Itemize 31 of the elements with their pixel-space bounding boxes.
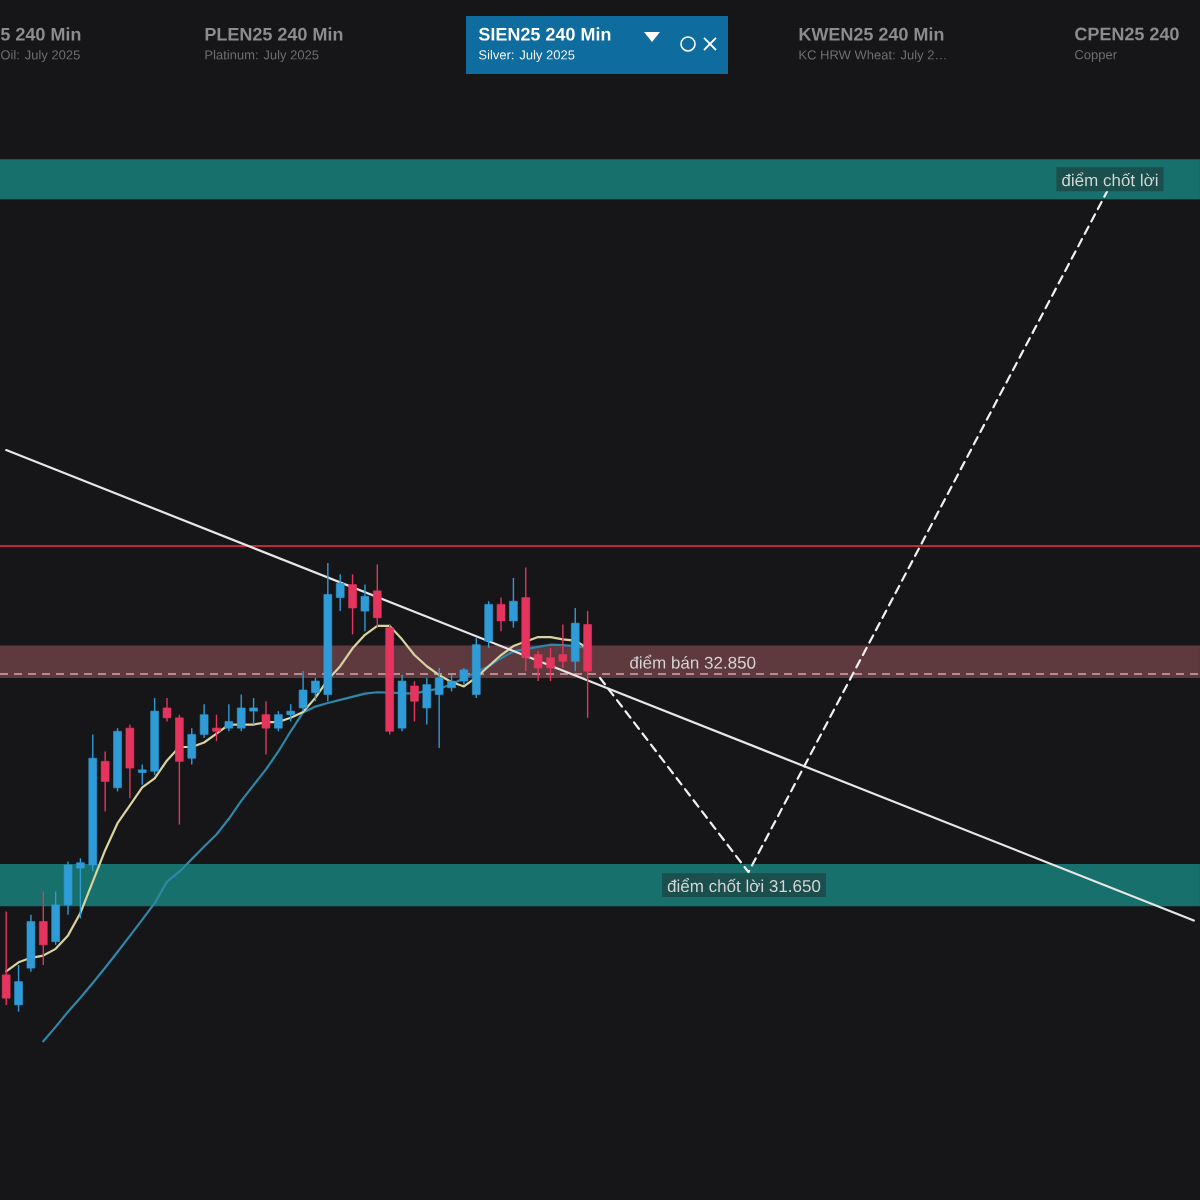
candlestick — [509, 577, 518, 629]
candlestick — [212, 713, 221, 742]
candlestick — [100, 750, 110, 813]
text: KWEN25 240 Min — [799, 27, 944, 41]
candlestick — [422, 677, 432, 726]
candlestick — [484, 600, 493, 649]
candlestick — [14, 964, 23, 1013]
band-label: điểm chốt lời — [1062, 172, 1158, 187]
text: PLEN25 240 Min — [205, 27, 343, 41]
candlestick — [571, 607, 580, 672]
text: CPEN25 240 — [1075, 27, 1179, 41]
candlestick — [224, 703, 234, 732]
candlestick — [373, 563, 382, 629]
candlestick — [410, 680, 419, 723]
candlestick — [187, 727, 197, 766]
candlestick — [348, 573, 357, 636]
chart-title: SIEN25 240 Min — [478, 27, 611, 41]
candlestick — [496, 596, 506, 632]
candlestick — [335, 573, 345, 612]
band-label: điểm bán 32.850 — [630, 654, 756, 669]
candlestick — [261, 700, 271, 756]
candlestick — [360, 583, 370, 632]
candlestick — [1, 910, 11, 1006]
candlestick — [397, 674, 407, 732]
candlestick — [199, 703, 209, 739]
text: 5 240 Min — [0, 27, 81, 41]
candlestick — [583, 610, 592, 719]
candlestick — [39, 890, 48, 966]
band-label: điểm chốt lời 31.650 — [667, 878, 821, 893]
candlestick — [26, 914, 36, 973]
candlestick — [125, 723, 135, 799]
